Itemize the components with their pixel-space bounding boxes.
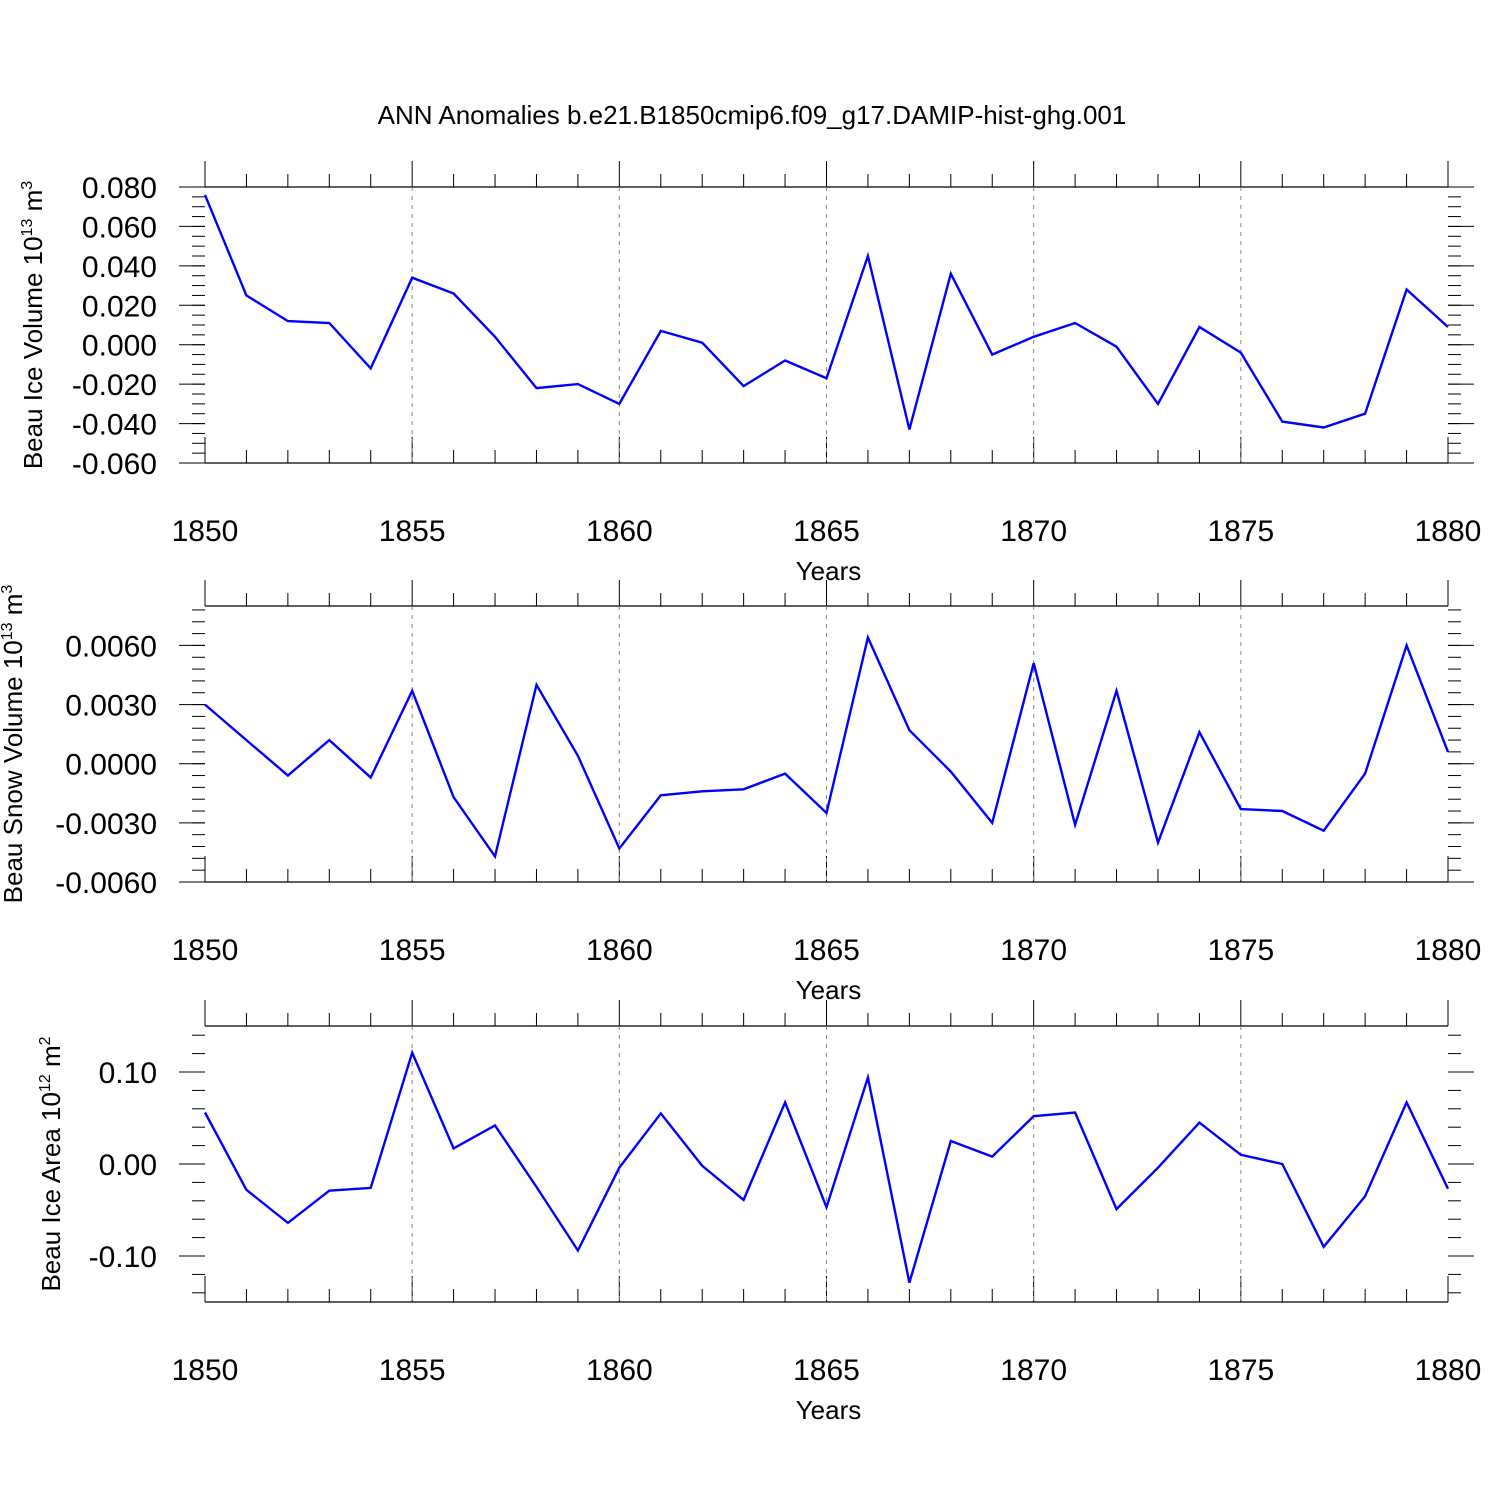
x-tick-label: 1875 [1207, 515, 1274, 548]
y-tick-label: 0.060 [82, 211, 157, 244]
y-axis-title-text: m [18, 190, 48, 219]
x-tick-label: 1860 [586, 515, 653, 548]
y-axis-title-superscript: 13 [0, 622, 16, 640]
x-tick-label: 1865 [793, 515, 860, 548]
y-tick-label: 0.040 [82, 251, 157, 284]
x-tick-label: 1880 [1415, 1354, 1482, 1387]
y-axis-title-superscript: 3 [19, 181, 36, 190]
y-axis-title-superscript: 2 [37, 1036, 54, 1045]
x-tick-label: 1880 [1415, 515, 1482, 548]
x-axis-title: Years [796, 975, 862, 1005]
y-axis-title-superscript: 13 [19, 219, 36, 237]
y-axis-title-text: Beau Snow Volume 10 [0, 640, 28, 903]
y-tick-label: -0.0060 [55, 867, 157, 900]
y-axis-title: Beau Ice Volume 1013 m3 [18, 181, 48, 469]
y-tick-label: 0.10 [99, 1057, 157, 1090]
x-tick-label: 1875 [1207, 1354, 1274, 1387]
y-tick-label: 0.0060 [65, 630, 157, 663]
x-tick-label: 1855 [379, 1354, 446, 1387]
y-axis-title-superscript: 12 [37, 1074, 54, 1092]
x-tick-label: 1865 [793, 934, 860, 967]
y-tick-label: 0.0030 [65, 690, 157, 723]
y-axis-title: Beau Ice Area 1012 m2 [36, 1036, 66, 1291]
y-axis-title: Beau Snow Volume 1013 m3 [0, 585, 28, 904]
x-tick-label: 1855 [379, 934, 446, 967]
x-tick-label: 1865 [793, 1354, 860, 1387]
y-tick-label: -0.020 [72, 369, 157, 402]
y-tick-label: -0.10 [89, 1241, 157, 1274]
x-tick-label: 1870 [1000, 1354, 1067, 1387]
x-tick-label: 1875 [1207, 934, 1274, 967]
y-tick-label: 0.00 [99, 1149, 157, 1182]
x-tick-label: 1860 [586, 1354, 653, 1387]
y-tick-label: 0.020 [82, 290, 157, 323]
y-tick-label: 0.000 [82, 330, 157, 363]
y-axis-title-text: m [36, 1045, 66, 1074]
x-tick-label: 1850 [172, 1354, 239, 1387]
x-tick-label: 1870 [1000, 515, 1067, 548]
y-tick-label: 0.080 [82, 172, 157, 205]
data-series-line [203, 194, 1449, 430]
x-axis-title: Years [796, 556, 862, 586]
y-tick-label: 0.0000 [65, 749, 157, 782]
x-axis-title: Years [796, 1395, 862, 1425]
data-series-line [203, 1049, 1450, 1284]
figure-title: ANN Anomalies b.e21.B1850cmip6.f09_g17.D… [378, 100, 1127, 130]
y-axis-title-text: m [0, 594, 28, 623]
panel-1: 1850 1855 1860 1865 1870 1875 1880 Years 0.080 0.… [18, 161, 1481, 586]
y-tick-label: -0.040 [72, 409, 157, 442]
panel-3: 1850 1855 1860 1865 1870 1875 1880 Years 0.10 0.0… [36, 1000, 1481, 1425]
x-tick-label: 1850 [172, 515, 239, 548]
y-axis-title-superscript: 3 [0, 585, 16, 594]
y-axis-title-text: Beau Ice Area 10 [36, 1092, 66, 1291]
x-tick-label: 1850 [172, 934, 239, 967]
panels-group: 1850 1855 1860 1865 1870 1875 1880 Years 0.080 0.… [0, 161, 1481, 1425]
x-tick-label: 1870 [1000, 934, 1067, 967]
x-tick-label: 1880 [1415, 934, 1482, 967]
x-tick-label: 1860 [586, 934, 653, 967]
panel-2: 1850 1855 1860 1865 1870 1875 1880 Years 0.0060 0… [0, 580, 1481, 1005]
y-tick-label: -0.060 [72, 448, 157, 481]
x-tick-label: 1855 [379, 515, 446, 548]
y-axis-title-text: Beau Ice Volume 10 [18, 236, 48, 469]
y-tick-label: -0.0030 [55, 808, 157, 841]
